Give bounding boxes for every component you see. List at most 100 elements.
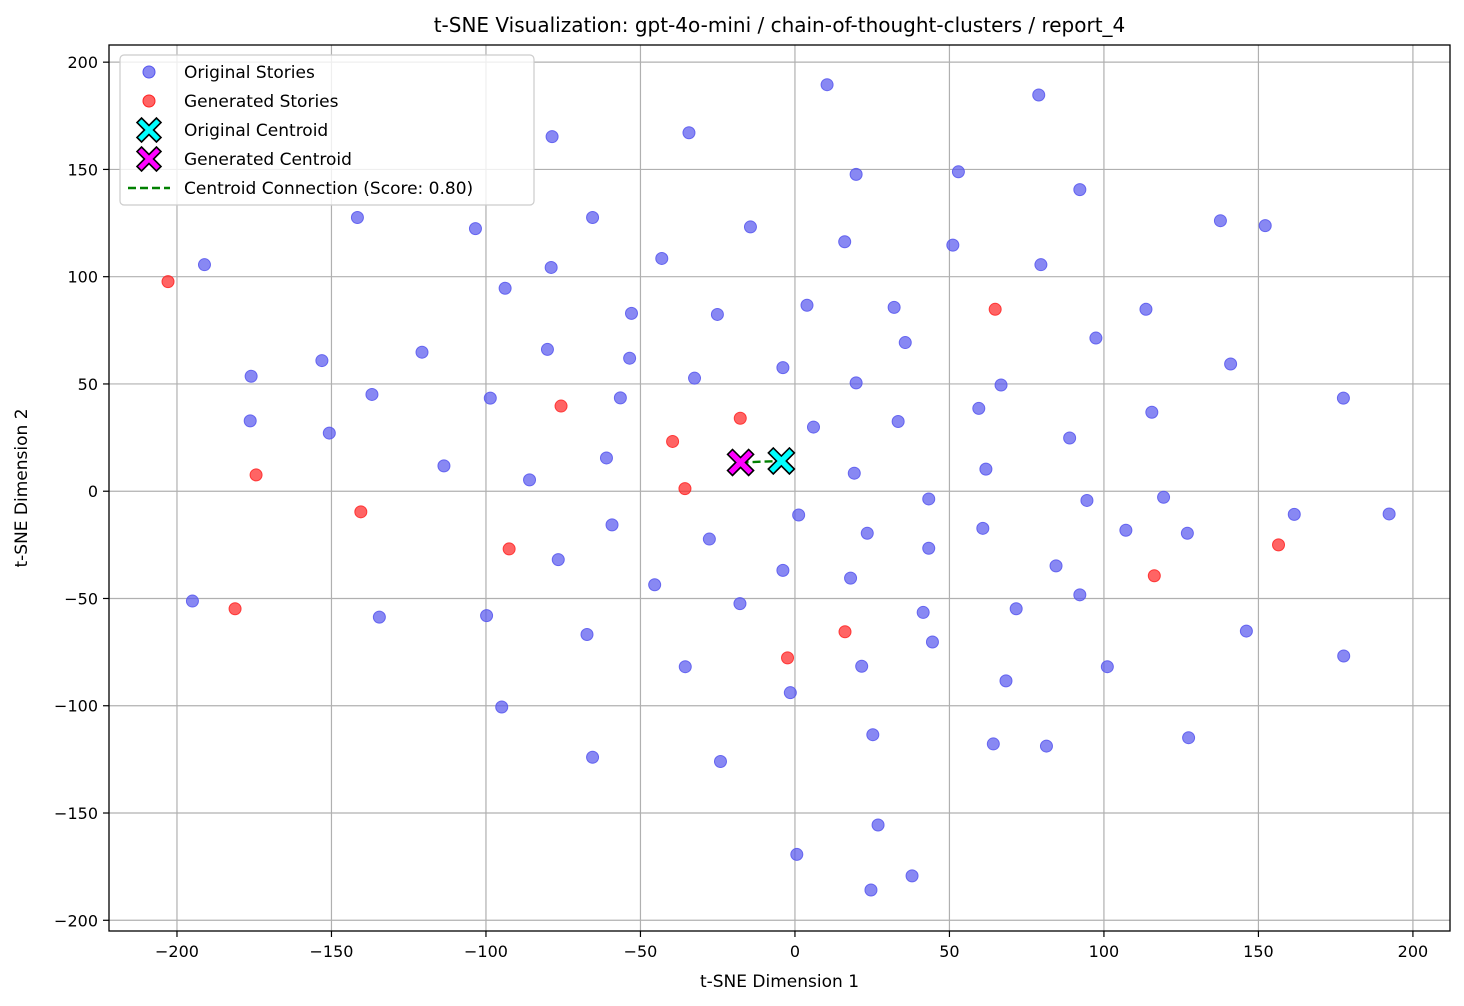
legend-marker-generated-centroid	[135, 145, 163, 173]
original-story-point	[1145, 405, 1159, 419]
original-story-point	[1157, 490, 1171, 504]
x-tick-label: 0	[790, 942, 800, 961]
original-story-point	[999, 674, 1013, 688]
legend-marker-generated-stories	[142, 94, 156, 108]
generated-story-point	[781, 651, 795, 665]
generated-story-point	[733, 411, 747, 425]
original-story-point	[1073, 588, 1087, 602]
y-tick-label: −200	[54, 911, 98, 930]
generated-story-point	[1147, 569, 1161, 583]
x-tick-label: −100	[464, 942, 508, 961]
y-tick-label: 100	[67, 268, 98, 287]
grid	[109, 45, 1450, 931]
original-story-point	[925, 635, 939, 649]
original-story-point	[1032, 88, 1046, 102]
original-story-point	[586, 750, 600, 764]
original-story-point	[849, 376, 863, 390]
original-story-point	[1287, 507, 1301, 521]
original-story-point	[792, 508, 806, 522]
original-story-point	[1073, 183, 1087, 197]
y-axis-label: t-SNE Dimension 2	[12, 408, 32, 567]
axis-ticks: −200 −150 −100 −50 0 50 100 150 200 −200 −150 −100 −…	[54, 53, 1428, 961]
original-story-point	[350, 210, 364, 224]
original-story-point	[898, 336, 912, 350]
original-story-point	[891, 414, 905, 428]
original-story-point	[847, 466, 861, 480]
original-story-point	[678, 660, 692, 674]
centroid-connection-line	[740, 459, 782, 464]
original-story-point	[922, 492, 936, 506]
generated-story-point	[666, 434, 680, 448]
x-tick-label: −50	[624, 942, 658, 961]
generated-story-point	[161, 275, 175, 289]
original-story-point	[624, 306, 638, 320]
legend-label-original-stories: Original Stories	[184, 63, 315, 83]
generated-story-point	[554, 399, 568, 413]
original-story-point	[887, 300, 901, 314]
legend-label-original-centroid: Original Centroid	[184, 121, 328, 141]
original-story-point	[733, 597, 747, 611]
original-story-point	[495, 700, 509, 714]
original-story-point	[972, 401, 986, 415]
original-story-point	[480, 609, 494, 623]
original-story-point	[1224, 357, 1238, 371]
legend-box	[119, 54, 535, 206]
original-story-point	[1080, 493, 1094, 507]
original-story-point	[322, 426, 336, 440]
original-story-point	[682, 126, 696, 140]
y-tick-label: 0	[88, 482, 98, 501]
original-story-point	[820, 78, 834, 92]
generated-story-point	[1272, 538, 1286, 552]
original-story-point	[871, 818, 885, 832]
generated-story-point	[838, 625, 852, 639]
original-story-point	[498, 281, 512, 295]
original-story-point	[1337, 649, 1351, 663]
original-story-point	[1039, 739, 1053, 753]
original-story-point	[523, 473, 537, 487]
original-story-point	[1139, 302, 1153, 316]
original-story-point	[185, 594, 199, 608]
original-story-point	[1182, 731, 1196, 745]
original-story-point	[586, 210, 600, 224]
y-tick-label: 150	[67, 160, 98, 179]
original-story-point	[710, 307, 724, 321]
y-tick-label: −150	[54, 804, 98, 823]
original-story-point	[838, 235, 852, 249]
original-story-point	[315, 354, 329, 368]
original-story-point	[976, 521, 990, 535]
original-story-point	[860, 526, 874, 540]
original-story-point	[849, 167, 863, 181]
original-story-point	[986, 737, 1000, 751]
original-story-point	[544, 260, 558, 274]
original-story-point	[743, 220, 757, 234]
original-story-point	[1239, 624, 1253, 638]
legend-label-generated-centroid: Generated Centroid	[184, 150, 352, 170]
original-story-point	[655, 251, 669, 265]
chart-title: t-SNE Visualization: gpt-4o-mini / chain…	[434, 13, 1126, 37]
legend-marker-original-centroid	[135, 116, 163, 144]
generated-story-point	[678, 482, 692, 496]
original-story-point	[243, 414, 257, 428]
original-story-point	[1258, 219, 1272, 233]
original-story-point	[605, 518, 619, 532]
x-tick-label: 50	[939, 942, 959, 961]
y-tick-label: 200	[67, 53, 98, 72]
original-story-point	[1336, 391, 1350, 405]
original-story-point	[806, 420, 820, 434]
generated-story-point	[354, 505, 368, 519]
legend-label-generated-stories: Generated Stories	[184, 92, 339, 112]
original-story-point	[702, 532, 716, 546]
original-story-point	[994, 378, 1008, 392]
x-tick-label: −200	[155, 942, 199, 961]
legend: Original Stories Generated Stories Origi…	[119, 54, 535, 206]
original-story-point	[776, 361, 790, 375]
plot-frame	[108, 44, 1451, 932]
original-story-point	[1063, 431, 1077, 445]
original-story-point	[1100, 660, 1114, 674]
generated-story-point	[249, 468, 263, 482]
x-tick-label: 200	[1398, 942, 1429, 961]
original-story-point	[437, 459, 451, 473]
y-tick-label: −100	[54, 697, 98, 716]
original-story-point	[783, 686, 797, 700]
legend-marker-original-stories	[142, 65, 156, 79]
